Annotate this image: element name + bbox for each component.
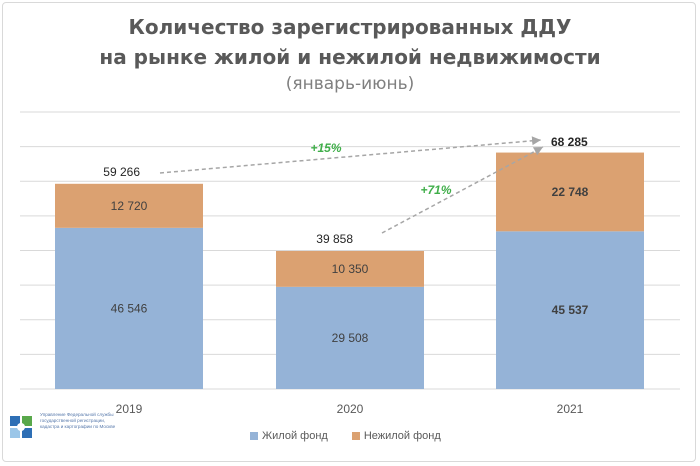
data-label: 29 508 xyxy=(332,331,369,345)
legend-label-residential: Жилой фонд xyxy=(262,430,328,442)
rosreestr-emblem-icon xyxy=(10,416,32,438)
chart-title-line-1: Количество зарегистрированных ДДУ xyxy=(128,15,572,39)
total-label: 68 285 xyxy=(551,135,588,149)
bar-segment-2019-residential xyxy=(55,227,203,389)
data-label: 45 537 xyxy=(552,303,589,317)
bar-segment-2019-nonresidential xyxy=(55,183,203,228)
growth-annotation: +71% xyxy=(420,183,451,197)
chart-subtitle: (январь-июнь) xyxy=(285,74,415,94)
x-tick-label: 2019 xyxy=(116,402,143,416)
total-label: 39 858 xyxy=(316,232,353,246)
legend-swatch-residential xyxy=(250,432,258,440)
legend-item-residential: Жилой фонд xyxy=(250,430,328,442)
data-label: 10 350 xyxy=(332,262,369,276)
logo-caption: Управление Федеральной службы государств… xyxy=(40,412,116,429)
chart-legend: Жилой фонд Нежилой фонд xyxy=(250,430,465,442)
growth-arrow-2020 xyxy=(381,146,544,234)
growth-annotation: +15% xyxy=(310,141,341,155)
total-label: 59 266 xyxy=(103,165,140,179)
data-label: 46 546 xyxy=(111,301,148,315)
data-label: 12 720 xyxy=(111,199,148,213)
legend-label-nonresidential: Нежилой фонд xyxy=(363,430,441,442)
rosreestr-logo: Управление Федеральной службы государств… xyxy=(6,410,116,458)
x-tick-label: 2020 xyxy=(337,402,364,416)
data-label: 22 748 xyxy=(552,185,589,199)
bar-segment-2021-residential xyxy=(496,231,644,389)
bar-segment-2020-nonresidential xyxy=(276,250,424,287)
bar-segment-2021-nonresidential xyxy=(496,152,644,232)
bar-segment-2020-residential xyxy=(276,286,424,389)
legend-swatch-nonresidential xyxy=(351,432,360,440)
x-tick-label: 2021 xyxy=(557,402,584,416)
legend-item-nonresidential: Нежилой фонд xyxy=(351,430,441,442)
growth-arrow-2019 xyxy=(159,136,542,174)
chart-title-line-2: на рынке жилой и нежилой недвижимости xyxy=(99,45,601,69)
